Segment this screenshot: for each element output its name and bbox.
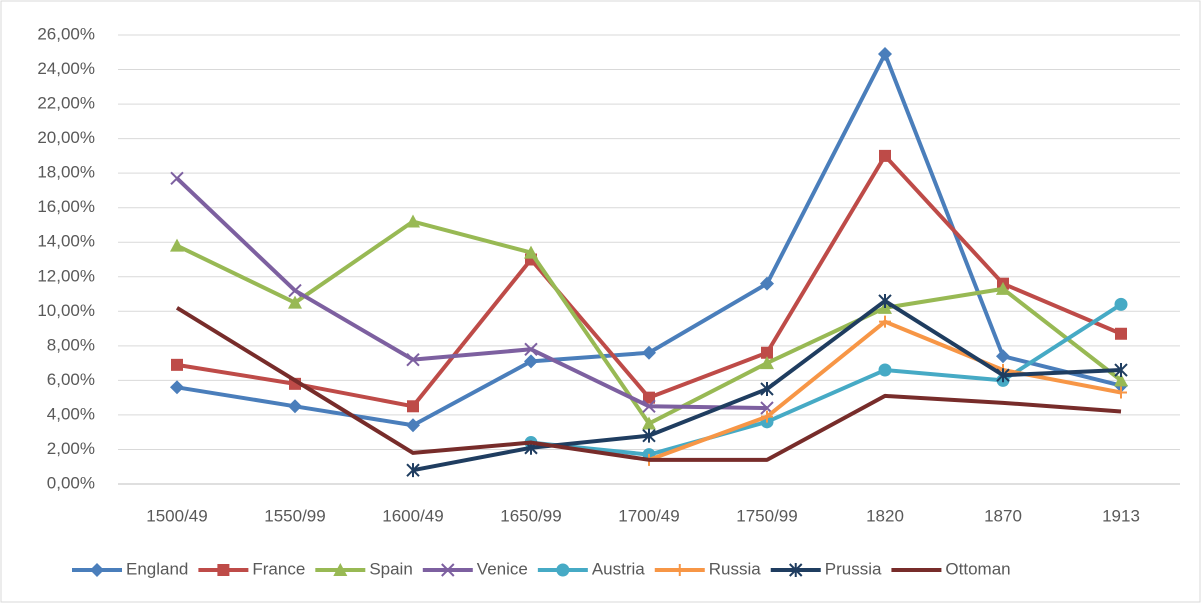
legend-marker [333,563,348,576]
x-tick-label: 1913 [1102,506,1140,525]
y-tick-label: 26,00% [37,24,95,43]
series-line [175,306,1122,462]
y-tick-label: 18,00% [37,163,95,182]
data-point [761,410,773,423]
data-point [406,463,420,478]
data-point [879,315,891,328]
legend-label: France [252,559,305,578]
data-point [996,368,1010,383]
y-tick-label: 2,00% [47,439,95,458]
legend-label: Spain [369,559,412,578]
data-point [878,293,892,308]
y-tick-label: 20,00% [37,128,95,147]
data-point [288,295,302,309]
legend-marker [441,563,455,577]
x-tick-label: 1750/99 [736,506,797,525]
data-point [643,391,655,404]
y-tick-label: 24,00% [37,59,95,78]
data-point [761,346,773,359]
legend-label: Ottoman [945,559,1010,578]
series-line [175,176,768,411]
data-point [524,245,538,259]
data-point [1114,297,1128,311]
legend-marker [556,563,570,577]
data-point [760,276,774,291]
data-point [406,352,420,367]
data-point [642,416,656,430]
data-point [642,399,656,413]
x-tick-label: 1600/49 [382,506,443,525]
data-point [878,363,892,377]
legend-marker [789,563,803,577]
y-tick-label: 10,00% [37,301,95,320]
data-point [406,418,420,433]
data-point [879,149,891,162]
x-tick-label: 1650/99 [500,506,561,525]
legend-marker [217,564,230,576]
data-point [1114,373,1128,387]
data-point [407,400,419,413]
data-point [288,399,302,414]
y-tick-label: 6,00% [47,370,95,389]
data-point [170,171,184,186]
legend-label: Austria [592,559,645,578]
legend-label: Russia [709,559,762,578]
data-point [760,382,774,397]
legend-marker [90,563,104,577]
data-point [878,46,892,61]
data-point [406,214,420,228]
data-point [1115,386,1127,399]
y-tick-label: 0,00% [47,473,95,492]
data-point [760,356,774,370]
y-tick-label: 22,00% [37,94,95,113]
data-point [288,283,302,298]
series-line [530,302,1123,457]
legend-label: Prussia [825,559,882,578]
data-point [996,349,1010,364]
data-point [524,354,538,369]
data-point [170,380,184,395]
y-tick-label: 14,00% [37,232,95,251]
y-tick-label: 16,00% [37,197,95,216]
legend-label: Venice [477,559,528,578]
x-tick-label: 1700/49 [618,506,679,525]
data-point [170,238,184,252]
data-point [642,428,656,443]
legend-label: England [126,559,188,578]
y-tick-label: 12,00% [37,266,95,285]
x-tick-label: 1550/99 [264,506,325,525]
x-tick-label: 1820 [866,506,904,525]
data-point [1115,327,1127,340]
y-tick-label: 4,00% [47,404,95,423]
data-point [171,358,183,371]
legend-marker [673,564,686,576]
x-tick-label: 1500/49 [146,506,207,525]
data-point [1114,363,1128,378]
data-point [642,345,656,360]
data-point [996,281,1010,295]
x-tick-label: 1870 [984,506,1022,525]
data-point [524,342,538,357]
y-tick-label: 8,00% [47,335,95,354]
